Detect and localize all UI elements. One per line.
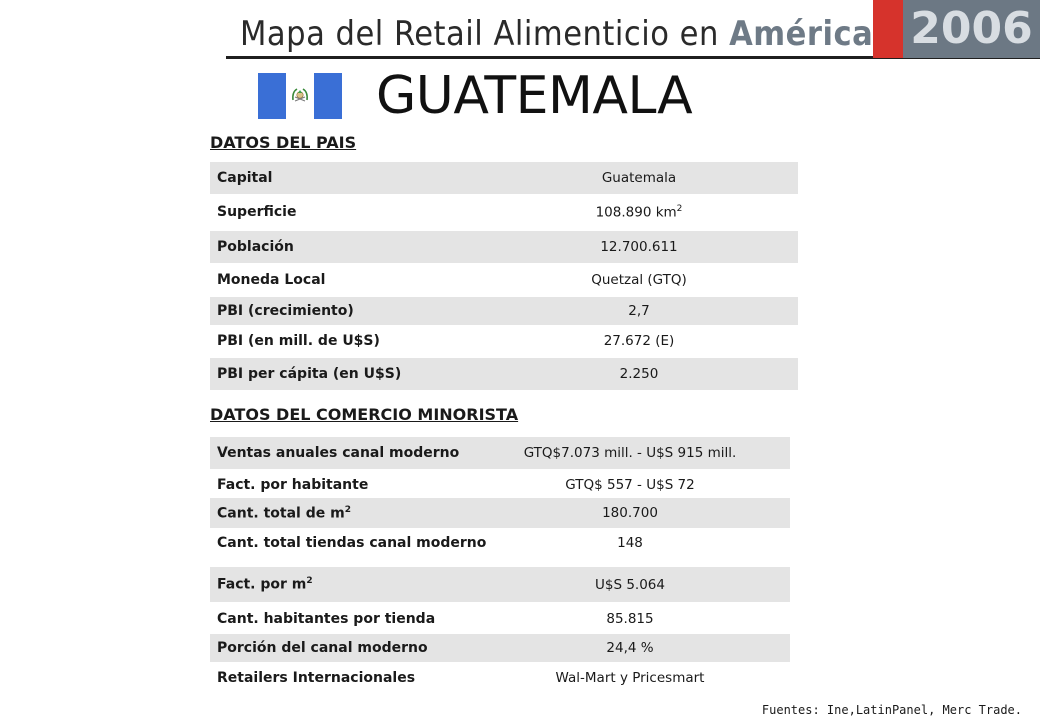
row-label: Superficie bbox=[217, 204, 297, 220]
retail-data-row: Fact. por m2 U$S 5.064 bbox=[210, 567, 790, 602]
retail-data-row: Ventas anuales canal moderno GTQ$7.073 m… bbox=[210, 437, 790, 469]
row-value: 85.815 bbox=[606, 611, 654, 627]
country-data-row: PBI per cápita (en U$S) 2.250 bbox=[210, 358, 798, 390]
row-label: Capital bbox=[217, 170, 273, 186]
row-label: PBI (crecimiento) bbox=[217, 303, 354, 319]
header-title-main: Mapa del Retail Alimenticio en bbox=[240, 14, 719, 54]
sources-footnote: Fuentes: Ine,LatinPanel, Merc Trade. bbox=[761, 703, 1022, 717]
row-value: Quetzal (GTQ) bbox=[591, 272, 687, 288]
row-label: Fact. por habitante bbox=[217, 477, 369, 493]
row-value: Wal-Mart y Pricesmart bbox=[555, 670, 705, 686]
retail-data-row: Retailers Internacionales Wal-Mart y Pri… bbox=[210, 662, 790, 694]
row-value: Guatemala bbox=[601, 170, 677, 186]
country-data-row: Población 12.700.611 bbox=[210, 231, 798, 263]
row-value: 2.250 bbox=[619, 366, 659, 382]
row-value: 180.700 bbox=[602, 505, 658, 521]
retail-data-row: Cant. habitantes por tienda 85.815 bbox=[210, 603, 790, 635]
row-label: PBI per cápita (en U$S) bbox=[217, 366, 402, 382]
row-label: Fact. por m2 bbox=[217, 576, 313, 593]
country-data-row: Capital Guatemala bbox=[210, 162, 798, 194]
country-data-row: Superficie 108.890 km2 bbox=[210, 196, 798, 228]
row-value: GTQ$7.073 mill. - U$S 915 mill. bbox=[523, 445, 737, 461]
row-label: Retailers Internacionales bbox=[217, 670, 416, 686]
country-data-title: DATOS DEL PAIS bbox=[210, 133, 357, 152]
row-label: PBI (en mill. de U$S) bbox=[217, 333, 380, 349]
header-divider bbox=[226, 56, 1040, 59]
retail-data-row: Porción del canal moderno 24,4 % bbox=[210, 634, 790, 662]
retail-data-row: Cant. total tiendas canal moderno 148 bbox=[210, 527, 790, 559]
row-label: Cant. total tiendas canal moderno bbox=[217, 535, 487, 551]
country-data-row: Moneda Local Quetzal (GTQ) bbox=[210, 264, 798, 296]
guatemala-flag-icon bbox=[258, 73, 342, 119]
row-value: 27.672 (E) bbox=[603, 333, 675, 349]
row-label: Población bbox=[217, 239, 294, 255]
row-label: Ventas anuales canal moderno bbox=[217, 445, 460, 461]
header-red-accent bbox=[873, 0, 903, 58]
row-label: Porción del canal moderno bbox=[217, 640, 428, 656]
row-value: 148 bbox=[617, 535, 643, 551]
row-value: 2,7 bbox=[628, 303, 650, 319]
row-label: Moneda Local bbox=[217, 272, 326, 288]
retail-data-row: Cant. total de m2 180.700 bbox=[210, 498, 790, 528]
row-label: Cant. habitantes por tienda bbox=[217, 611, 436, 627]
retail-data-title: DATOS DEL COMERCIO MINORISTA bbox=[210, 405, 519, 424]
row-value: U$S 5.064 bbox=[595, 576, 665, 593]
retail-data-row: Fact. por habitante GTQ$ 557 - U$S 72 bbox=[210, 469, 790, 501]
country-data-row: PBI (crecimiento) 2,7 bbox=[210, 297, 798, 325]
row-label: Cant. total de m2 bbox=[217, 504, 351, 522]
year-badge: 2006 bbox=[903, 0, 1040, 58]
row-value: 108.890 km2 bbox=[595, 203, 683, 221]
country-data-row: PBI (en mill. de U$S) 27.672 (E) bbox=[210, 325, 798, 357]
row-value: 24,4 % bbox=[606, 640, 654, 656]
row-value: 12.700.611 bbox=[600, 239, 678, 255]
row-value: GTQ$ 557 - U$S 72 bbox=[565, 477, 695, 493]
country-name: GUATEMALA bbox=[376, 66, 693, 126]
